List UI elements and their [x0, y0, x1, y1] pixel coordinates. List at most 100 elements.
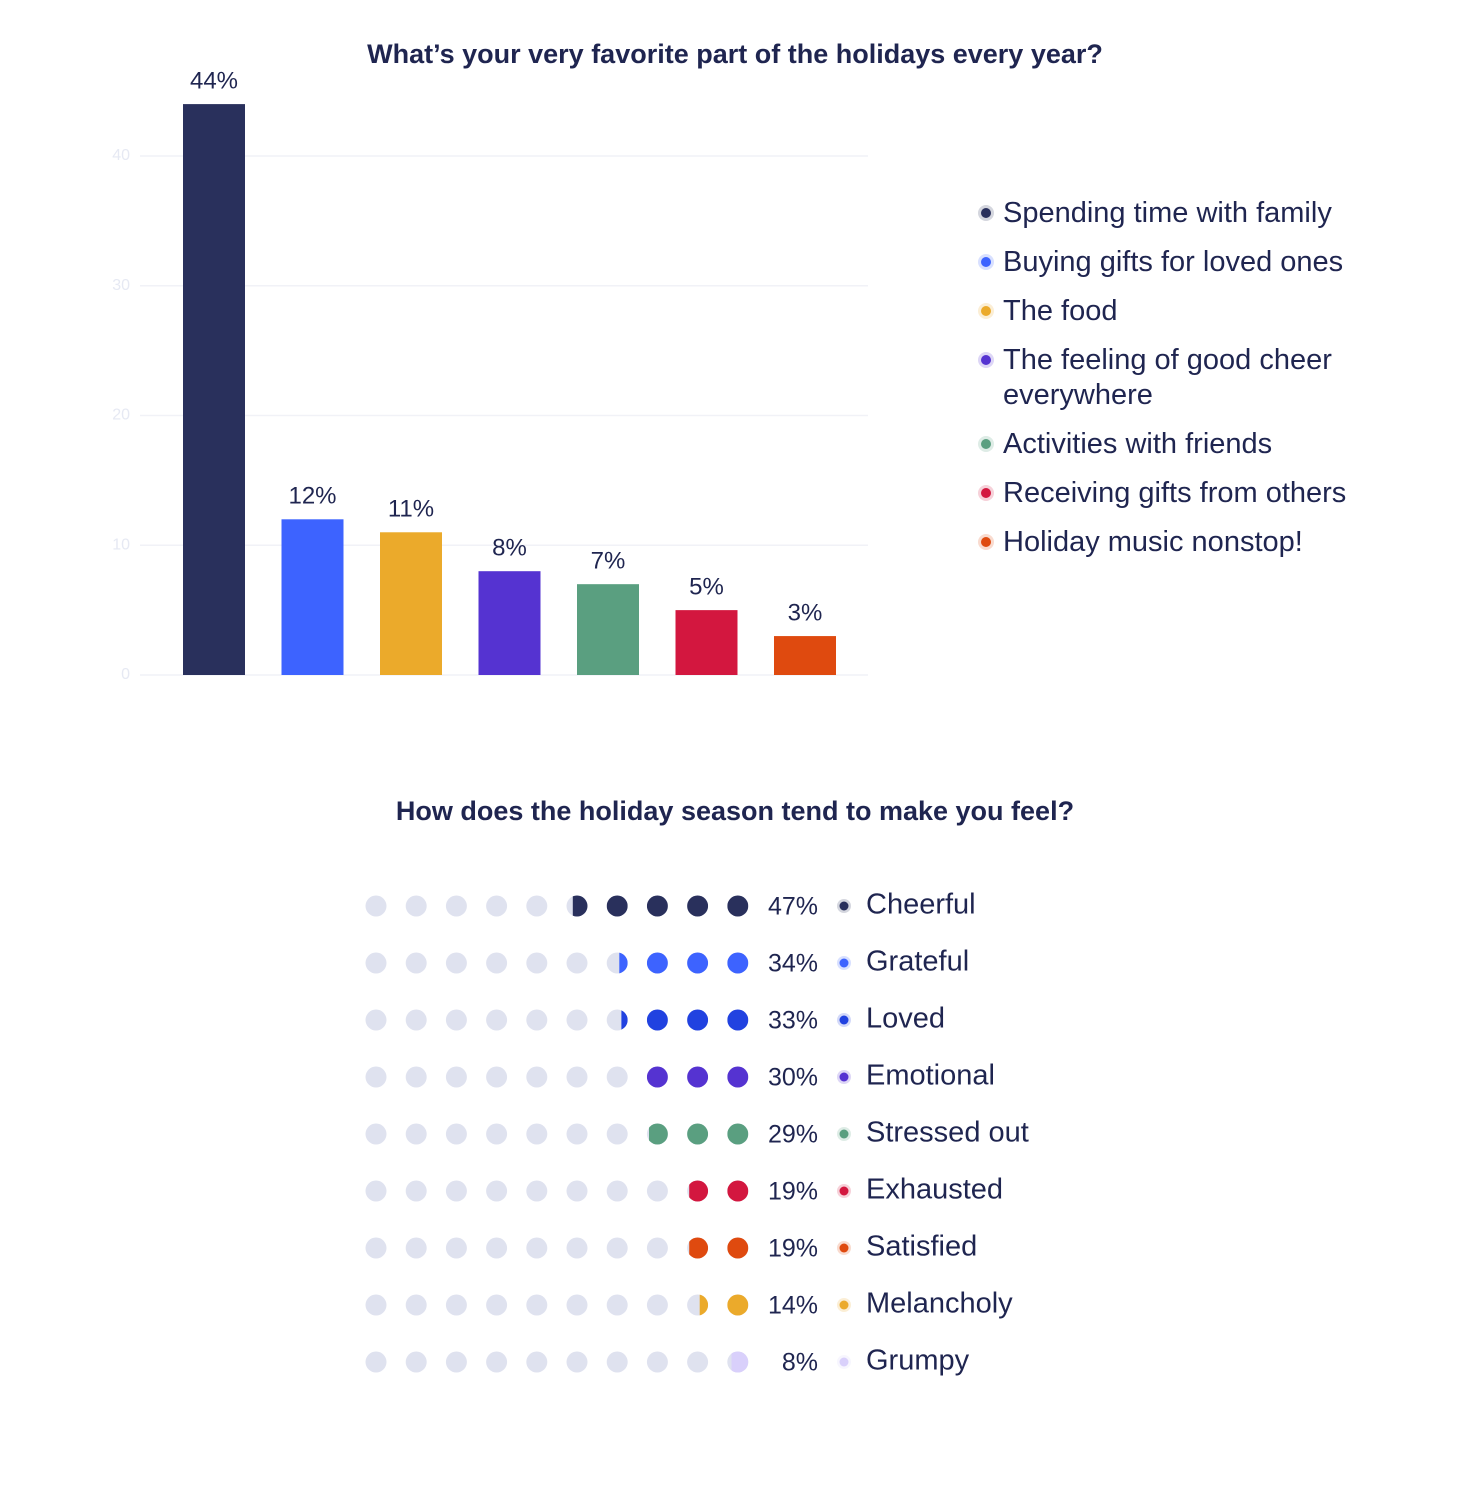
- empty-dot: [365, 1123, 387, 1145]
- legend-item: Receiving gifts from others: [975, 476, 1405, 511]
- empty-dot: [606, 1066, 628, 1088]
- empty-dot: [646, 1351, 668, 1373]
- empty-dot: [445, 952, 467, 974]
- empty-dot: [486, 1294, 508, 1316]
- empty-dot: [405, 1009, 427, 1031]
- legend-item: The food: [975, 294, 1405, 329]
- empty-dot: [365, 1066, 387, 1088]
- empty-dot: [566, 1009, 588, 1031]
- legend-label: Buying gifts for loved ones: [1003, 246, 1344, 278]
- empty-dot: [646, 1294, 668, 1316]
- empty-dot: [405, 1237, 427, 1259]
- legend-item: Holiday music nonstop!: [975, 525, 1405, 560]
- legend-swatch: [839, 1300, 849, 1310]
- filled-dot: [646, 895, 668, 917]
- empty-dot: [526, 1123, 548, 1145]
- value-label: 7%: [591, 548, 626, 575]
- value-label: 8%: [492, 535, 527, 562]
- filled-dot: [689, 1237, 709, 1259]
- legend-label: Receiving gifts from others: [1003, 477, 1347, 509]
- empty-dot: [486, 1009, 508, 1031]
- value-label: 34%: [768, 950, 818, 978]
- empty-dot: [365, 952, 387, 974]
- empty-dot: [566, 1123, 588, 1145]
- dot-chart-title: How does the holiday season tend to make…: [396, 796, 1074, 826]
- value-label: 11%: [388, 496, 434, 523]
- filled-dot: [687, 1009, 709, 1031]
- legend-swatch: [981, 208, 991, 218]
- filled-dot: [606, 895, 628, 917]
- empty-dot: [606, 1123, 628, 1145]
- value-label: 19%: [768, 1178, 818, 1206]
- bar: [675, 610, 738, 675]
- bar-chart-title: What’s your very favorite part of the ho…: [367, 39, 1103, 69]
- filled-dot: [727, 1294, 749, 1316]
- empty-dot: [486, 952, 508, 974]
- empty-dot: [687, 1351, 709, 1373]
- value-label: 44%: [190, 67, 238, 94]
- bar: [380, 532, 442, 675]
- empty-dot: [566, 1237, 588, 1259]
- value-label: 8%: [782, 1349, 818, 1377]
- empty-dot: [646, 1180, 668, 1202]
- category-label: Loved: [866, 1003, 945, 1035]
- category-label: Melancholy: [866, 1288, 1013, 1320]
- empty-dot: [405, 895, 427, 917]
- legend-label: Activities with friends: [1003, 428, 1273, 460]
- y-tick-label: 30: [112, 277, 130, 294]
- empty-dot: [606, 1351, 628, 1373]
- filled-dot: [727, 1180, 749, 1202]
- empty-dot: [566, 952, 588, 974]
- filled-dot: [687, 1123, 709, 1145]
- empty-dot: [606, 1180, 628, 1202]
- empty-dot: [405, 1180, 427, 1202]
- empty-dot: [365, 895, 387, 917]
- empty-dot: [526, 1237, 548, 1259]
- legend-item: The feeling of good cheer everywhere: [975, 343, 1405, 413]
- legend-swatch: [981, 537, 991, 547]
- legend-swatch: [839, 958, 849, 968]
- value-label: 12%: [288, 483, 336, 510]
- category-label: Emotional: [866, 1060, 995, 1092]
- empty-dot: [445, 1237, 467, 1259]
- filled-dot: [646, 952, 668, 974]
- filled-dot: [727, 1009, 749, 1031]
- filled-dot: [621, 1010, 628, 1030]
- y-tick-label: 0: [121, 666, 130, 683]
- value-label: 30%: [768, 1064, 818, 1092]
- empty-dot: [526, 1009, 548, 1031]
- empty-dot: [445, 895, 467, 917]
- category-label: Satisfied: [866, 1231, 977, 1263]
- empty-dot: [486, 895, 508, 917]
- legend-swatch: [839, 1186, 849, 1196]
- legend-swatch: [839, 1129, 849, 1139]
- empty-dot: [445, 1294, 467, 1316]
- empty-dot: [606, 1294, 628, 1316]
- y-tick-label: 10: [112, 536, 130, 553]
- empty-dot: [365, 1351, 387, 1373]
- filled-dot: [731, 1351, 749, 1373]
- value-label: 33%: [768, 1007, 818, 1035]
- legend-swatch: [839, 1243, 849, 1253]
- legend-item: Buying gifts for loved ones: [975, 245, 1405, 280]
- y-tick-label: 20: [112, 407, 130, 424]
- empty-dot: [526, 895, 548, 917]
- empty-dot: [486, 1123, 508, 1145]
- empty-dot: [405, 1294, 427, 1316]
- filled-dot: [649, 1123, 668, 1145]
- category-label: Grumpy: [866, 1345, 970, 1377]
- filled-dot: [689, 1180, 709, 1202]
- empty-dot: [405, 1123, 427, 1145]
- empty-dot: [365, 1294, 387, 1316]
- value-label: 19%: [768, 1235, 818, 1263]
- legend-swatch: [839, 1357, 849, 1367]
- empty-dot: [486, 1237, 508, 1259]
- value-label: 5%: [689, 573, 724, 600]
- value-label: 29%: [768, 1121, 818, 1149]
- filled-dot: [646, 1066, 668, 1088]
- legend: Spending time with family Buying gifts fo…: [975, 196, 1405, 574]
- empty-dot: [365, 1237, 387, 1259]
- bar: [577, 584, 639, 675]
